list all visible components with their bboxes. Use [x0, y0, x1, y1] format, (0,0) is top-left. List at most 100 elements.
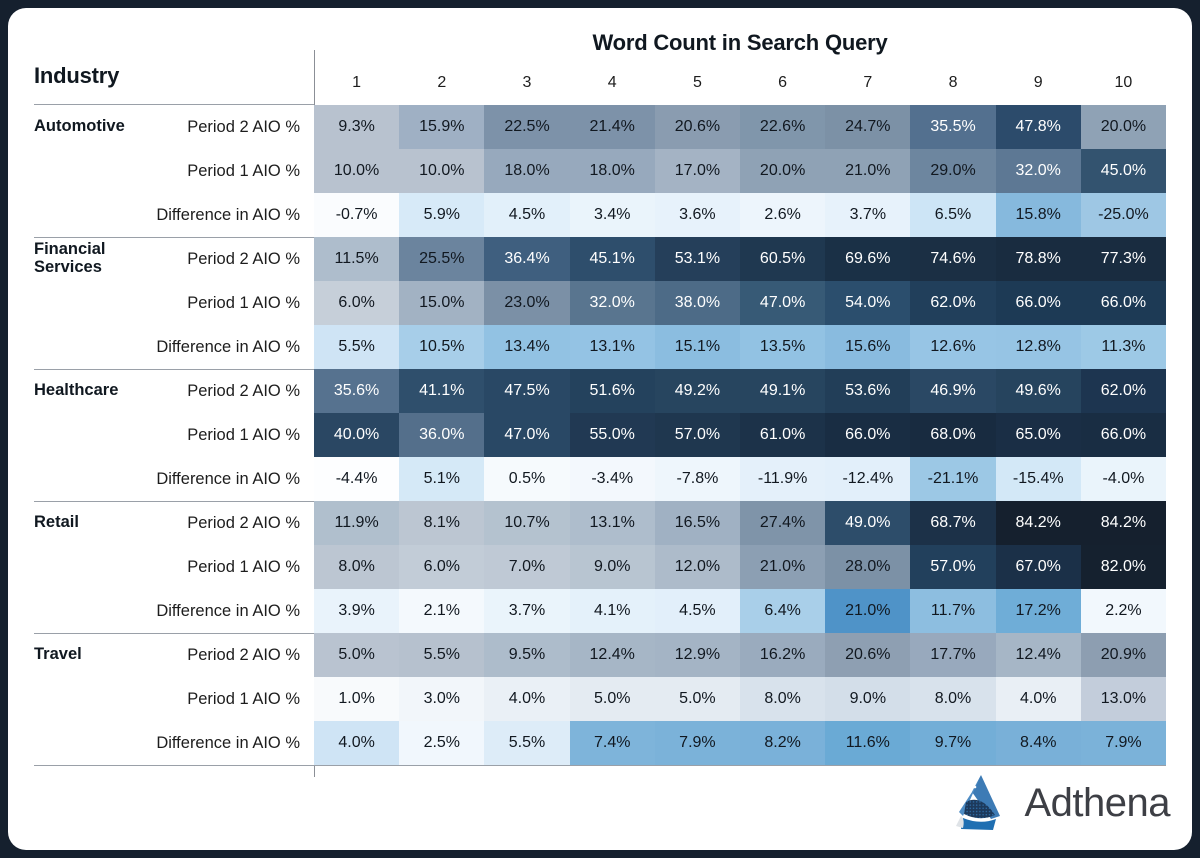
heatmap-cell: 53.6%: [825, 369, 911, 413]
heatmap-cell: 1.0%: [314, 677, 400, 721]
heatmap-cell: 68.7%: [910, 501, 996, 545]
heatmap-cell: 47.5%: [484, 369, 570, 413]
table-row: Difference in AIO % -4.4% 5.1% 0.5% -3.4% -7.…: [34, 457, 1167, 501]
heatmap-cell: 5.0%: [654, 677, 741, 721]
heatmap-cell-row: 6.0% 15.0% 23.0% 32.0% 38.0% 47.0% 54.0% 62.0% 6…: [314, 281, 1167, 325]
heatmap-cell: 6.0%: [314, 281, 400, 325]
heatmap-cell: 15.8%: [995, 193, 1081, 237]
heatmap-cell: 62.0%: [1080, 369, 1167, 413]
row-label-block: Difference in AIO %: [34, 457, 314, 501]
heatmap-cell: -15.4%: [995, 457, 1081, 501]
heatmap-cell: 54.0%: [825, 281, 911, 325]
heatmap-cell: 66.0%: [825, 413, 911, 457]
heatmap-cell: 9.5%: [484, 633, 570, 677]
heatmap-cell: 13.5%: [740, 325, 826, 369]
heatmap-cell: 12.6%: [910, 325, 996, 369]
column-header-5: 5: [692, 74, 702, 91]
heatmap-cell: 8.0%: [910, 677, 996, 721]
heatmap-cell: 5.0%: [569, 677, 655, 721]
heatmap-cell: -4.4%: [314, 457, 400, 501]
heatmap-cell: 10.0%: [399, 149, 485, 193]
heatmap-cell: 49.0%: [825, 501, 911, 545]
metric-label: Period 2 AIO %: [187, 645, 300, 664]
heatmap-cell: 8.0%: [740, 677, 826, 721]
heatmap-cell: 18.0%: [569, 149, 655, 193]
metric-label: Period 1 AIO %: [187, 293, 300, 312]
heatmap-cell: 21.0%: [825, 589, 911, 633]
table-row: Difference in AIO % 5.5% 10.5% 13.4% 13.1% 15…: [34, 325, 1167, 369]
industry-name: Retail: [34, 513, 79, 532]
table-row: Period 1 AIO % 1.0% 3.0% 4.0% 5.0% 5.0% 8.0% 9.…: [34, 677, 1167, 721]
heatmap-cell: -4.0%: [1080, 457, 1167, 501]
heatmap-cell: 3.0%: [399, 677, 485, 721]
row-label-block: Retail Period 2 AIO %: [34, 501, 314, 545]
heatmap-cell: 5.9%: [399, 193, 485, 237]
heatmap-cell: 49.2%: [654, 369, 741, 413]
heatmap-cell: 66.0%: [995, 281, 1081, 325]
heatmap-cell-row: 8.0% 6.0% 7.0% 9.0% 12.0% 21.0% 28.0% 57.0% 67.0…: [314, 545, 1167, 589]
heatmap-cell: 20.6%: [825, 633, 911, 677]
heatmap-cell-row: 1.0% 3.0% 4.0% 5.0% 5.0% 8.0% 9.0% 8.0% 4.0% 13.0…: [314, 677, 1167, 721]
heatmap-cell: 12.8%: [995, 325, 1081, 369]
heatmap-cell: 8.0%: [314, 545, 400, 589]
column-header-1: 1: [352, 74, 362, 91]
industry-name: Automotive: [34, 117, 125, 136]
table-row: Retail Period 2 AIO % 11.9% 8.1% 10.7% 13.1% 1…: [34, 501, 1167, 545]
row-label-block: Period 1 AIO %: [34, 545, 314, 589]
row-label-block: Period 1 AIO %: [34, 149, 314, 193]
heatmap-cell-row: -0.7% 5.9% 4.5% 3.4% 3.6% 2.6% 3.7% 6.5% 15.8% -2…: [314, 193, 1167, 237]
heatmap-cell-row: 5.5% 10.5% 13.4% 13.1% 15.1% 13.5% 15.6% 12.6% 1…: [314, 325, 1167, 369]
table-row: Difference in AIO % 4.0% 2.5% 5.5% 7.4% 7.9% 8…: [34, 721, 1167, 765]
heatmap-cell: -25.0%: [1080, 193, 1167, 237]
heatmap-cell: 10.5%: [399, 325, 485, 369]
heatmap-cell: 3.7%: [825, 193, 911, 237]
row-label-block: Difference in AIO %: [34, 721, 314, 765]
industry-name: Travel: [34, 645, 82, 664]
group-separator: [34, 633, 314, 634]
heatmap-cell: 5.5%: [484, 721, 570, 765]
row-label-block: Healthcare Period 2 AIO %: [34, 369, 314, 413]
heatmap-cell: 32.0%: [995, 149, 1081, 193]
heatmap-cell: 11.5%: [314, 237, 400, 281]
heatmap-cell-row: 3.9% 2.1% 3.7% 4.1% 4.5% 6.4% 21.0% 11.7% 17.2% 2…: [314, 589, 1167, 633]
row-axis-title: Industry: [34, 63, 120, 88]
metric-label: Period 2 AIO %: [187, 117, 300, 136]
heatmap-cell-row: -4.4% 5.1% 0.5% -3.4% -7.8% -11.9% -12.4% -21.1…: [314, 457, 1167, 501]
heatmap-cell: -0.7%: [314, 193, 400, 237]
table-row: Financial Services Period 2 AIO % 11.5% 25.…: [34, 237, 1167, 281]
heatmap-cell: 11.9%: [314, 501, 400, 545]
metric-label: Period 1 AIO %: [187, 689, 300, 708]
heatmap-cell-row: 4.0% 2.5% 5.5% 7.4% 7.9% 8.2% 11.6% 9.7% 8.4% 7.9…: [314, 721, 1167, 765]
heatmap-cell: 67.0%: [995, 545, 1081, 589]
heatmap-cell: 78.8%: [995, 237, 1081, 281]
heatmap-cell: 3.9%: [314, 589, 400, 633]
heatmap-cell-row: 35.6% 41.1% 47.5% 51.6% 49.2% 49.1% 53.6% 46.9%…: [314, 369, 1167, 413]
heatmap-cell: 74.6%: [910, 237, 996, 281]
heatmap-cell: 15.9%: [399, 105, 485, 149]
column-header-10: 10: [1114, 74, 1133, 91]
group-separator: [34, 237, 314, 238]
heatmap-cell: 6.4%: [740, 589, 826, 633]
heatmap-cell: 3.6%: [654, 193, 741, 237]
heatmap-cell: 21.0%: [825, 149, 911, 193]
heatmap-cell: 66.0%: [1080, 281, 1167, 325]
heatmap-cell: 82.0%: [1080, 545, 1167, 589]
heatmap-cell: 65.0%: [995, 413, 1081, 457]
heatmap-cell: 4.5%: [484, 193, 570, 237]
heatmap-cell: 10.7%: [484, 501, 570, 545]
heatmap-cell: 20.0%: [1080, 105, 1167, 149]
heatmap-cell: 7.0%: [484, 545, 570, 589]
heatmap-cell: 8.1%: [399, 501, 485, 545]
column-header-3: 3: [522, 74, 532, 91]
heatmap-cell: 24.7%: [825, 105, 911, 149]
heatmap-cell-row: 5.0% 5.5% 9.5% 12.4% 12.9% 16.2% 20.6% 17.7% 12.…: [314, 633, 1167, 677]
heatmap-cell: 21.4%: [569, 105, 655, 149]
row-label-block: Difference in AIO %: [34, 589, 314, 633]
heatmap-cell: 47.0%: [740, 281, 826, 325]
heatmap-cell: 20.0%: [740, 149, 826, 193]
group-separator: [34, 369, 314, 370]
heatmap-cell: 36.0%: [399, 413, 485, 457]
heatmap-cell-row: 40.0% 36.0% 47.0% 55.0% 57.0% 61.0% 66.0% 68.0%…: [314, 413, 1167, 457]
heatmap-cell: 21.0%: [740, 545, 826, 589]
heatmap-cell-row: 9.3% 15.9% 22.5% 21.4% 20.6% 22.6% 24.7% 35.5% 4…: [314, 105, 1167, 149]
